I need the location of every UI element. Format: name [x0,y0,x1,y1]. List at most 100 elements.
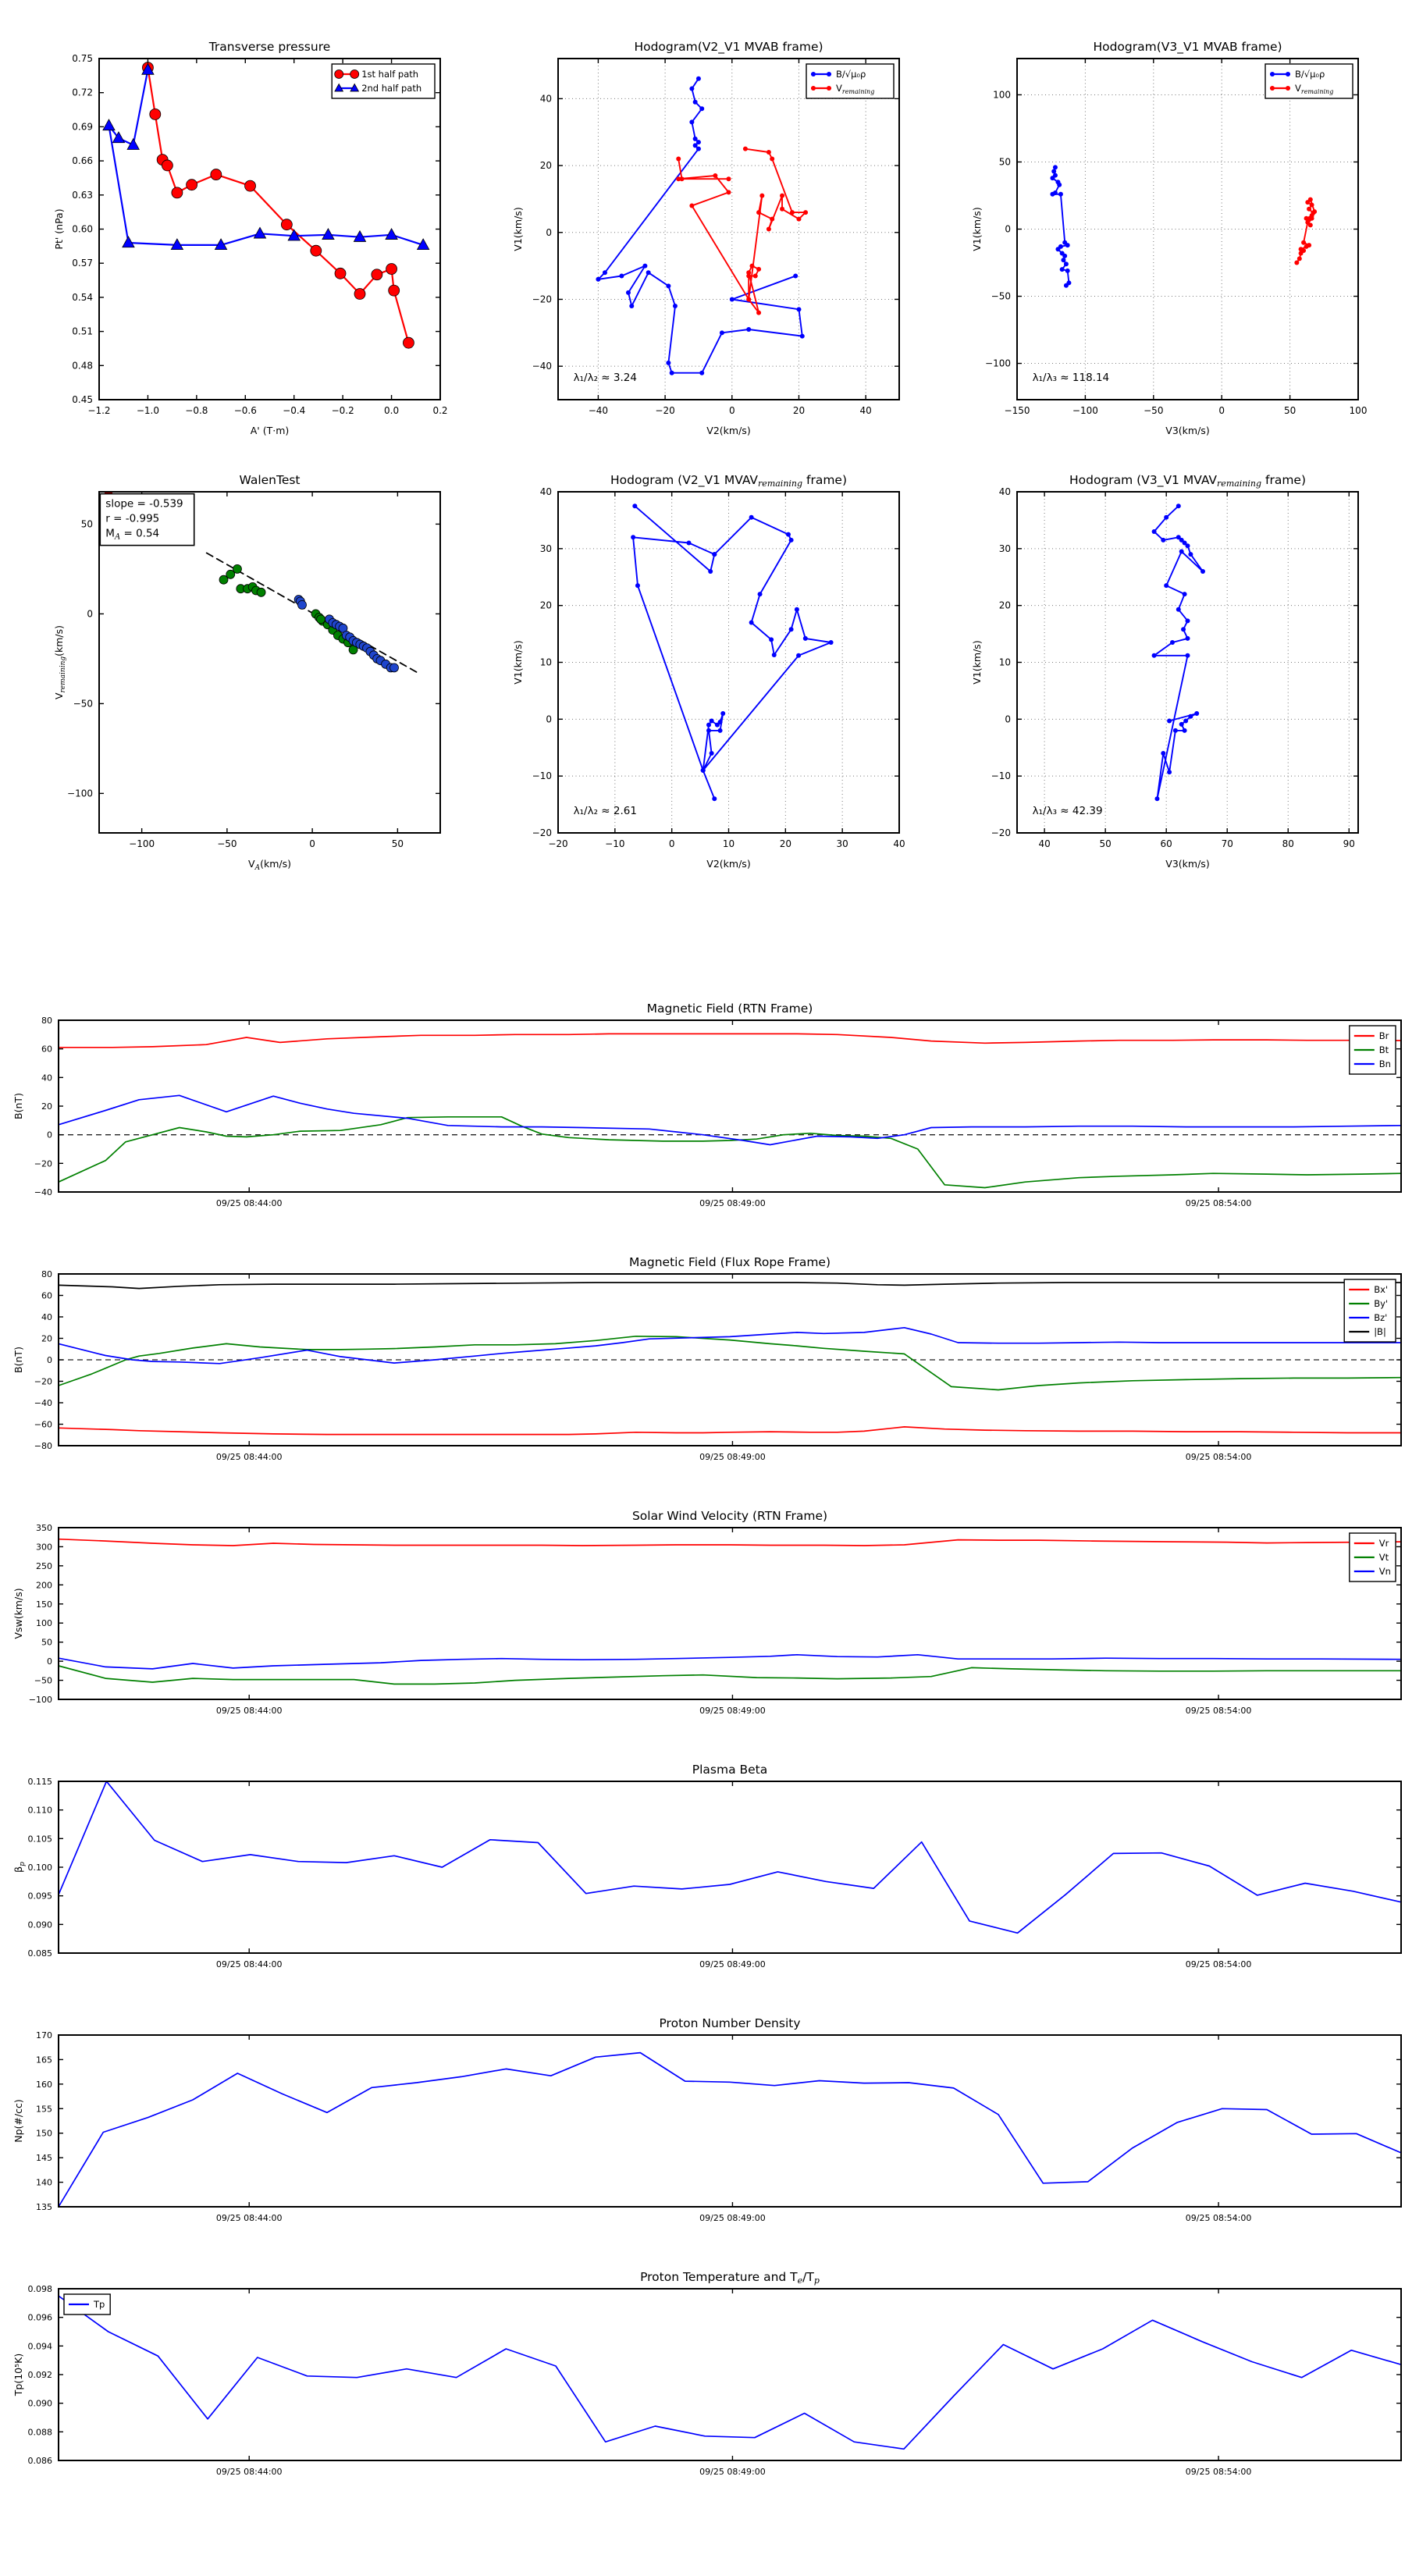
svg-text:200: 200 [36,1580,52,1590]
svg-text:09/25 08:44:00: 09/25 08:44:00 [216,1959,283,1969]
chart-legend: 1st half path 2nd half path [331,63,436,99]
svg-text:0: 0 [1218,405,1225,416]
svg-text:80: 80 [1282,838,1294,849]
svg-text:160: 160 [36,2080,52,2090]
svg-text:B(nT): B(nT) [12,1093,24,1119]
svg-text:−20: −20 [991,827,1011,838]
svg-text:λ₁/λ₃ ≈ 42.39: λ₁/λ₃ ≈ 42.39 [1033,805,1103,817]
svg-text:165: 165 [36,2055,52,2065]
svg-text:0: 0 [546,227,552,238]
svg-text:A' (T·m): A' (T·m) [251,425,290,436]
svg-text:09/25 08:54:00: 09/25 08:54:00 [1186,2213,1252,2223]
svg-text:0.105: 0.105 [28,1834,53,1844]
svg-text:150: 150 [36,2129,52,2139]
svg-text:Bt: Bt [1379,1044,1389,1055]
svg-text:Vt: Vt [1379,1552,1389,1563]
svg-text:40: 40 [540,486,552,497]
svg-text:0: 0 [1005,224,1011,235]
plot-transverse-pressure: −1.2 −1.0 −0.8 −0.6 −0.4 −0.2 0.0 0.2 0.45 0.48 0.… [51,35,450,449]
svg-text:90: 90 [1343,838,1355,849]
chart-canvas: 09/25 08:44:00 09/25 08:49:00 09/25 08:54:… [12,2270,1402,2477]
svg-text:170: 170 [36,2030,52,2041]
svg-text:0.45: 0.45 [72,394,93,405]
chart-canvas: −150 −100 −50 0 50 100 −100 −50 0 50 100 Hodogram(V… [971,40,1368,436]
svg-text:Vremaining: Vremaining [836,83,874,95]
svg-text:50: 50 [999,156,1011,167]
svg-text:V1(km/s): V1(km/s) [512,207,524,251]
svg-text:0.60: 0.60 [72,224,93,235]
svg-text:Bn: Bn [1379,1059,1391,1069]
svg-text:0.63: 0.63 [72,190,93,201]
plot-proton-temperature: 09/25 08:44:00 09/25 08:49:00 09/25 08:54:… [10,2262,1405,2496]
svg-text:0.110: 0.110 [28,1806,53,1816]
svg-text:Hodogram (V3_V1 MVAVremaining: Hodogram (V3_V1 MVAVremaining frame) [1069,473,1306,489]
chart-series [58,2295,1402,2450]
svg-text:−10: −10 [605,838,624,849]
chart-series [58,1033,1402,1189]
svg-text:100: 100 [1350,405,1368,416]
svg-text:−40: −40 [532,361,552,372]
svg-text:−100: −100 [67,788,93,799]
svg-text:50: 50 [1100,838,1112,849]
svg-text:0.72: 0.72 [72,87,93,98]
chart-canvas: 09/25 08:44:00 09/25 08:49:00 09/25 08:54:… [12,1002,1402,1208]
svg-text:0: 0 [729,405,735,416]
svg-text:λ₁/λ₂ ≈ 2.61: λ₁/λ₂ ≈ 2.61 [574,805,637,817]
svg-text:20: 20 [780,838,791,849]
plot-magnetic-field-rtn: 09/25 08:44:00 09/25 08:49:00 09/25 08:54:… [10,994,1405,1228]
svg-text:50: 50 [41,1638,52,1648]
chart-canvas: −100 −50 0 50 −100 −50 0 50 WalenTest VA(km/s) Vre… [53,473,441,872]
svg-text:−150: −150 [1005,405,1030,416]
plot-hodogram-v3v1-mvav: 40 50 60 70 80 90 −20 −10 0 10 20 30 40 Hodogram (V3_… [969,468,1368,882]
svg-text:0.092: 0.092 [28,2370,53,2380]
svg-text:100: 100 [36,1618,52,1628]
svg-text:0.100: 0.100 [28,1863,53,1873]
svg-text:09/25 08:49:00: 09/25 08:49:00 [699,2467,766,2477]
svg-text:20: 20 [41,1334,52,1344]
svg-text:155: 155 [36,2104,52,2114]
svg-text:0: 0 [309,838,315,849]
svg-text:20: 20 [41,1101,52,1112]
svg-text:By': By' [1374,1298,1388,1309]
svg-text:30: 30 [999,543,1011,554]
svg-text:−10: −10 [532,770,552,781]
svg-text:0.085: 0.085 [28,1948,53,1959]
svg-text:09/25 08:54:00: 09/25 08:54:00 [1186,1198,1252,1208]
chart-series [102,62,430,349]
svg-text:Magnetic Field (Flux Rope Fram: Magnetic Field (Flux Rope Frame) [629,1255,831,1269]
svg-text:0.75: 0.75 [72,53,93,64]
svg-text:−0.6: −0.6 [234,405,257,416]
svg-text:09/25 08:44:00: 09/25 08:44:00 [216,2467,283,2477]
svg-text:0: 0 [546,713,552,724]
svg-text:60: 60 [1161,838,1172,849]
svg-text:Proton Number Density: Proton Number Density [659,2016,800,2030]
svg-text:B/√μ₀ρ: B/√μ₀ρ [1295,69,1325,80]
svg-text:−50: −50 [1144,405,1163,416]
svg-text:0.095: 0.095 [28,1891,53,1902]
svg-text:10: 10 [999,657,1011,668]
svg-text:V1(km/s): V1(km/s) [971,207,983,251]
svg-text:VA(km/s): VA(km/s) [248,858,291,872]
svg-text:−100: −100 [129,838,155,849]
svg-text:WalenTest: WalenTest [239,473,300,487]
svg-text:0.086: 0.086 [28,2456,53,2466]
svg-text:−10: −10 [991,770,1011,781]
svg-text:V2(km/s): V2(km/s) [706,858,750,870]
svg-text:09/25 08:54:00: 09/25 08:54:00 [1186,1452,1252,1462]
svg-text:20: 20 [793,405,805,416]
svg-text:Pt' (nPa): Pt' (nPa) [53,208,65,249]
svg-text:0: 0 [47,1355,52,1365]
plot-magnetic-field-flux-rope: 09/25 08:44:00 09/25 08:49:00 09/25 08:54:… [10,1247,1405,1482]
chart-series [1151,503,1206,802]
svg-text:40: 40 [41,1073,52,1083]
svg-text:−100: −100 [1072,405,1098,416]
svg-text:0: 0 [669,838,675,849]
chart-legend: Br Bt Bn [1349,1025,1396,1075]
svg-text:40: 40 [860,405,872,416]
svg-text:−40: −40 [34,1398,52,1408]
chart-series [596,76,809,375]
stats-box: slope = -0.539 r = -0.995 MA = 0.54 [99,493,195,546]
svg-text:−50: −50 [73,698,93,709]
svg-text:V3(km/s): V3(km/s) [1165,425,1209,436]
svg-text:40: 40 [1038,838,1050,849]
